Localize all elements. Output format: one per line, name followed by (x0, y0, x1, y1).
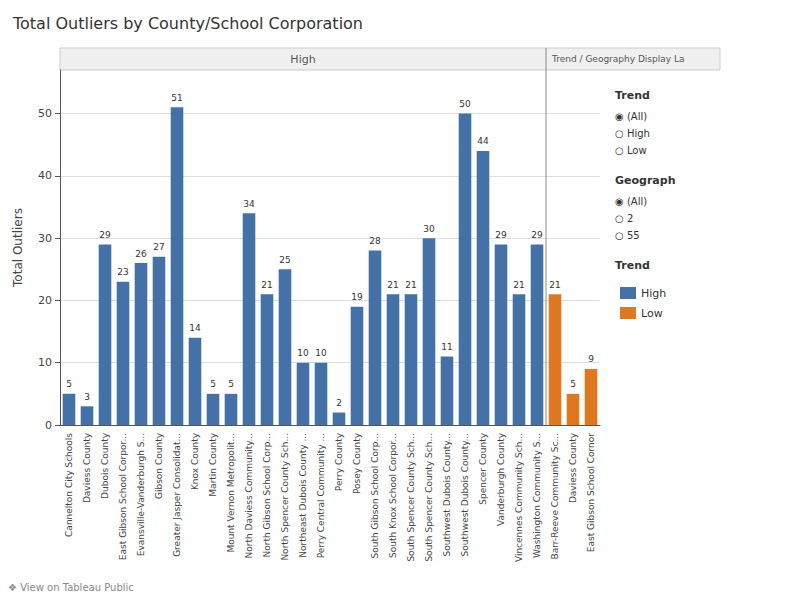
svg-text:21: 21 (387, 280, 398, 290)
svg-text:Perry Central Community ...: Perry Central Community ... (316, 433, 326, 558)
svg-text:Barr-Reeve Community Sc...: Barr-Reeve Community Sc... (550, 433, 560, 559)
svg-text:Dubois County: Dubois County (100, 432, 110, 499)
svg-text:5: 5 (570, 379, 576, 389)
svg-text:South Knox School Corpor...: South Knox School Corpor... (388, 433, 398, 558)
svg-text:Low: Low (641, 307, 663, 320)
svg-text:23: 23 (117, 267, 128, 277)
svg-text:2: 2 (336, 398, 342, 408)
svg-text:21: 21 (513, 280, 524, 290)
svg-text:High: High (641, 287, 666, 300)
svg-text:14: 14 (189, 323, 201, 333)
svg-text:51: 51 (171, 93, 182, 103)
svg-text:3: 3 (84, 392, 90, 402)
svg-text:Trend / Geography Display La: Trend / Geography Display La (551, 54, 685, 64)
svg-text:Posey County: Posey County (352, 432, 362, 494)
svg-text:29: 29 (99, 230, 111, 240)
svg-text:Southwest Dubois County...: Southwest Dubois County... (460, 433, 470, 556)
svg-text:○ Low: ○ Low (615, 145, 647, 156)
svg-text:Washington Community S...: Washington Community S... (532, 433, 542, 558)
svg-text:Cannelton City Schools: Cannelton City Schools (64, 433, 74, 537)
svg-text:0: 0 (45, 419, 52, 432)
svg-text:5: 5 (228, 379, 234, 389)
svg-text:Perry County: Perry County (334, 432, 344, 491)
svg-text:North Daviess Community...: North Daviess Community... (244, 433, 254, 558)
svg-text:50: 50 (38, 107, 52, 120)
svg-text:South Gibson School Corp...: South Gibson School Corp... (370, 433, 380, 559)
svg-text:Spencer County: Spencer County (478, 432, 488, 504)
svg-text:Northeast Dubois County ...: Northeast Dubois County ... (298, 433, 308, 558)
svg-text:50: 50 (459, 99, 471, 109)
svg-text:◉ (All): ◉ (All) (615, 111, 647, 122)
svg-text:27: 27 (153, 242, 164, 252)
svg-text:East Gibson School Cornor: East Gibson School Cornor (586, 433, 596, 553)
svg-text:10: 10 (297, 348, 309, 358)
svg-text:29: 29 (531, 230, 543, 240)
svg-text:Knox County: Knox County (190, 432, 200, 490)
svg-text:Vincennes Community Sch...: Vincennes Community Sch... (514, 433, 524, 562)
svg-text:21: 21 (549, 280, 560, 290)
svg-text:5: 5 (66, 379, 72, 389)
svg-text:29: 29 (495, 230, 507, 240)
svg-text:44: 44 (477, 136, 489, 146)
svg-text:25: 25 (279, 255, 290, 265)
svg-text:Southwest Dubois County...: Southwest Dubois County... (442, 433, 452, 556)
svg-text:5: 5 (210, 379, 216, 389)
svg-text:21: 21 (261, 280, 272, 290)
svg-text:9: 9 (588, 354, 594, 364)
svg-text:19: 19 (351, 292, 363, 302)
svg-text:Daviess County: Daviess County (568, 432, 578, 503)
svg-text:South Spencer County Sch...: South Spencer County Sch... (406, 433, 416, 562)
svg-text:Trend: Trend (615, 89, 650, 102)
svg-text:40: 40 (38, 169, 52, 182)
svg-text:30: 30 (38, 232, 52, 245)
svg-text:Mount Vernon Metropolit...: Mount Vernon Metropolit... (226, 433, 236, 553)
svg-text:10: 10 (315, 348, 327, 358)
svg-text:34: 34 (243, 199, 255, 209)
svg-text:Greater Jasper Consolidat...: Greater Jasper Consolidat... (172, 433, 182, 557)
svg-text:○ 2: ○ 2 (615, 213, 633, 224)
svg-text:North Gibson School Corp...: North Gibson School Corp... (262, 433, 272, 558)
svg-text:Daviess County: Daviess County (82, 432, 92, 503)
svg-text:Vanderburgh County: Vanderburgh County (496, 432, 506, 526)
svg-text:Trend: Trend (615, 259, 650, 272)
svg-text:30: 30 (423, 224, 435, 234)
svg-text:High: High (290, 53, 315, 66)
svg-text:Martin County: Martin County (208, 432, 218, 496)
svg-text:26: 26 (135, 249, 147, 259)
svg-text:○ 55: ○ 55 (615, 230, 640, 241)
svg-text:Geograph: Geograph (615, 174, 675, 187)
svg-text:21: 21 (405, 280, 416, 290)
svg-text:East Gibson School Corpor...: East Gibson School Corpor... (118, 433, 128, 560)
svg-text:10: 10 (38, 356, 52, 369)
svg-text:Gibson County: Gibson County (154, 432, 164, 499)
svg-text:Evansville-Vanderburgh S...: Evansville-Vanderburgh S... (136, 433, 146, 556)
svg-text:Total Outliers by County/Schoo: Total Outliers by County/School Corporat… (12, 14, 363, 33)
svg-text:○ High: ○ High (615, 128, 650, 139)
svg-text:20: 20 (38, 294, 52, 307)
svg-text:North Spencer County Sch...: North Spencer County Sch... (280, 433, 290, 561)
svg-text:South Spencer County Sch...: South Spencer County Sch... (424, 433, 434, 562)
svg-text:❖ View on Tableau Public: ❖ View on Tableau Public (8, 582, 134, 593)
svg-text:Total Outliers: Total Outliers (11, 208, 25, 288)
svg-text:◉ (All): ◉ (All) (615, 196, 647, 207)
svg-text:28: 28 (369, 236, 381, 246)
svg-text:11: 11 (441, 342, 452, 352)
